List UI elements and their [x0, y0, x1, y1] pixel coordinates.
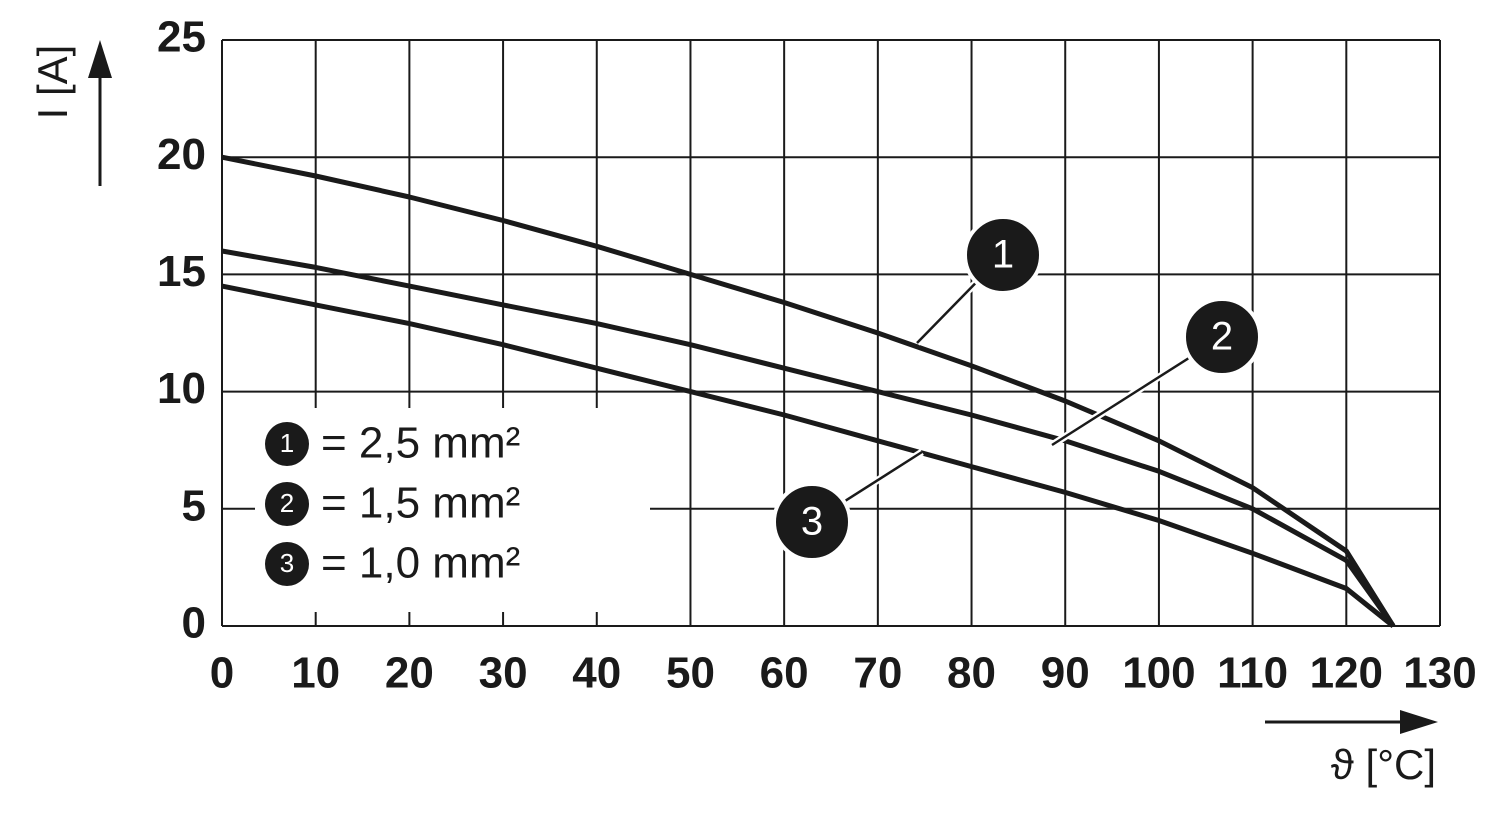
legend-label: = 1,0 mm² [321, 539, 520, 588]
x-tick-label: 90 [1041, 649, 1090, 698]
callout-badge [772, 482, 852, 562]
callout-label: 3 [801, 500, 823, 544]
callout-badge [963, 215, 1043, 295]
y-tick-label: 0 [182, 599, 206, 648]
x-tick-label: 50 [666, 649, 715, 698]
y-tick-label: 10 [157, 364, 206, 413]
x-tick-label: 120 [1310, 649, 1383, 698]
callout-label: 2 [1211, 315, 1233, 359]
legend-badge [265, 542, 309, 586]
x-tick-label: 110 [1217, 649, 1288, 698]
x-tick-label: 80 [947, 649, 996, 698]
x-tick-label: 0 [210, 649, 234, 698]
legend-label: = 2,5 mm² [321, 419, 520, 468]
callout-label: 1 [992, 233, 1014, 277]
series-line [221, 154, 1396, 628]
y-tick-label: 25 [157, 13, 206, 62]
y-tick-label: 15 [157, 247, 206, 296]
y-tick-label: 5 [182, 481, 206, 530]
y-tick-label: 20 [157, 130, 206, 179]
series-line [221, 283, 1395, 628]
x-axis-label: ϑ [°C] [1331, 741, 1436, 788]
y-axis-label: I [A] [29, 45, 76, 120]
y-axis-arrowhead [88, 40, 112, 78]
legend-badge-label: 3 [280, 548, 294, 578]
x-tick-label: 60 [760, 649, 809, 698]
x-tick-label: 20 [385, 649, 434, 698]
x-tick-label: 10 [291, 649, 340, 698]
x-tick-label: 70 [853, 649, 902, 698]
x-tick-label: 130 [1403, 649, 1476, 698]
x-tick-label: 30 [479, 649, 528, 698]
legend-badge-label: 1 [280, 428, 294, 458]
x-axis-arrowhead [1400, 710, 1438, 734]
legend-label: = 1,5 mm² [321, 479, 520, 528]
legend-badge-label: 2 [280, 488, 294, 518]
series-line [221, 248, 1396, 628]
x-tick-label: 40 [572, 649, 621, 698]
legend-box [255, 408, 650, 612]
x-tick-label: 100 [1122, 649, 1195, 698]
callout-badge [1182, 297, 1262, 377]
legend-badge [265, 422, 309, 466]
legend-badge [265, 482, 309, 526]
